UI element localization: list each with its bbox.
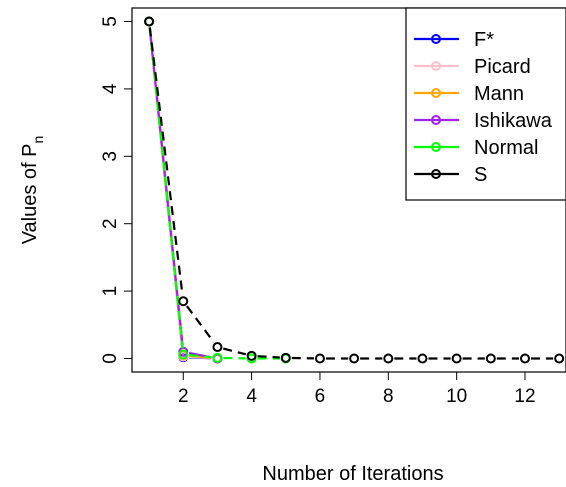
x-tick-label: 10 — [446, 386, 467, 407]
legend-label: Mann — [474, 83, 524, 105]
legend-label: Picard — [474, 56, 531, 78]
x-axis-title: Number of Iterations — [262, 463, 443, 485]
legend-label: Normal — [474, 137, 538, 159]
legend-swatch-point — [431, 115, 441, 125]
series-segment — [257, 355, 280, 359]
data-point — [554, 353, 565, 364]
legend-swatch-point — [431, 34, 441, 44]
data-point — [383, 353, 394, 364]
y-axis-title: Values of Pn — [19, 136, 46, 245]
legend-label: F* — [474, 29, 494, 51]
legend-entry: S — [414, 164, 487, 186]
series-ishikawa — [144, 16, 223, 364]
legend-label: S — [474, 164, 487, 186]
series-segment — [185, 305, 215, 343]
x-tick-label: 8 — [383, 386, 394, 407]
plot-area — [144, 16, 565, 364]
data-point — [451, 353, 462, 364]
legend-swatch-point — [431, 88, 441, 98]
legend-entry: F* — [414, 29, 494, 51]
y-tick-label: 3 — [100, 151, 121, 162]
series-segment — [189, 353, 212, 359]
y-tick-label: 2 — [100, 218, 121, 229]
y-tick-label: 1 — [100, 286, 121, 297]
data-point — [519, 353, 530, 364]
x-tick-label: 4 — [246, 386, 257, 407]
legend: F* Picard Mann Ishikawa Normal S — [405, 7, 566, 201]
data-point — [178, 349, 189, 360]
data-point — [212, 352, 223, 363]
data-point — [212, 342, 223, 353]
series-segment — [148, 27, 184, 349]
legend-entry: Mann — [414, 83, 524, 105]
x-tick-label: 2 — [178, 386, 189, 407]
series-picard — [144, 16, 223, 364]
data-point — [485, 353, 496, 364]
x-tick-label: 6 — [315, 386, 326, 407]
data-point — [349, 353, 360, 364]
y-axis-title-subscript: n — [30, 136, 46, 144]
legend-entry: Picard — [414, 56, 531, 78]
series-segment — [222, 347, 247, 356]
legend-label: Ishikawa — [474, 110, 553, 132]
series-f- — [144, 16, 223, 364]
legend-swatch-point — [431, 142, 441, 152]
legend-entry: Ishikawa — [414, 110, 553, 132]
x-tick-label: 12 — [514, 386, 535, 407]
data-point — [314, 353, 325, 364]
data-point — [144, 16, 155, 27]
data-point — [280, 352, 291, 363]
data-point — [417, 353, 428, 364]
data-point — [246, 350, 257, 361]
y-tick-label: 0 — [100, 353, 121, 364]
legend-swatch-point — [431, 169, 441, 179]
series-mann — [144, 16, 223, 364]
legend-swatch-point — [431, 61, 441, 71]
y-tick-label: 5 — [100, 16, 121, 27]
data-point — [178, 296, 189, 307]
y-tick-label: 4 — [100, 83, 121, 94]
y-axis-title-main: Values of P — [19, 143, 41, 244]
series-s — [144, 16, 565, 364]
legend-entry: Normal — [414, 137, 538, 159]
